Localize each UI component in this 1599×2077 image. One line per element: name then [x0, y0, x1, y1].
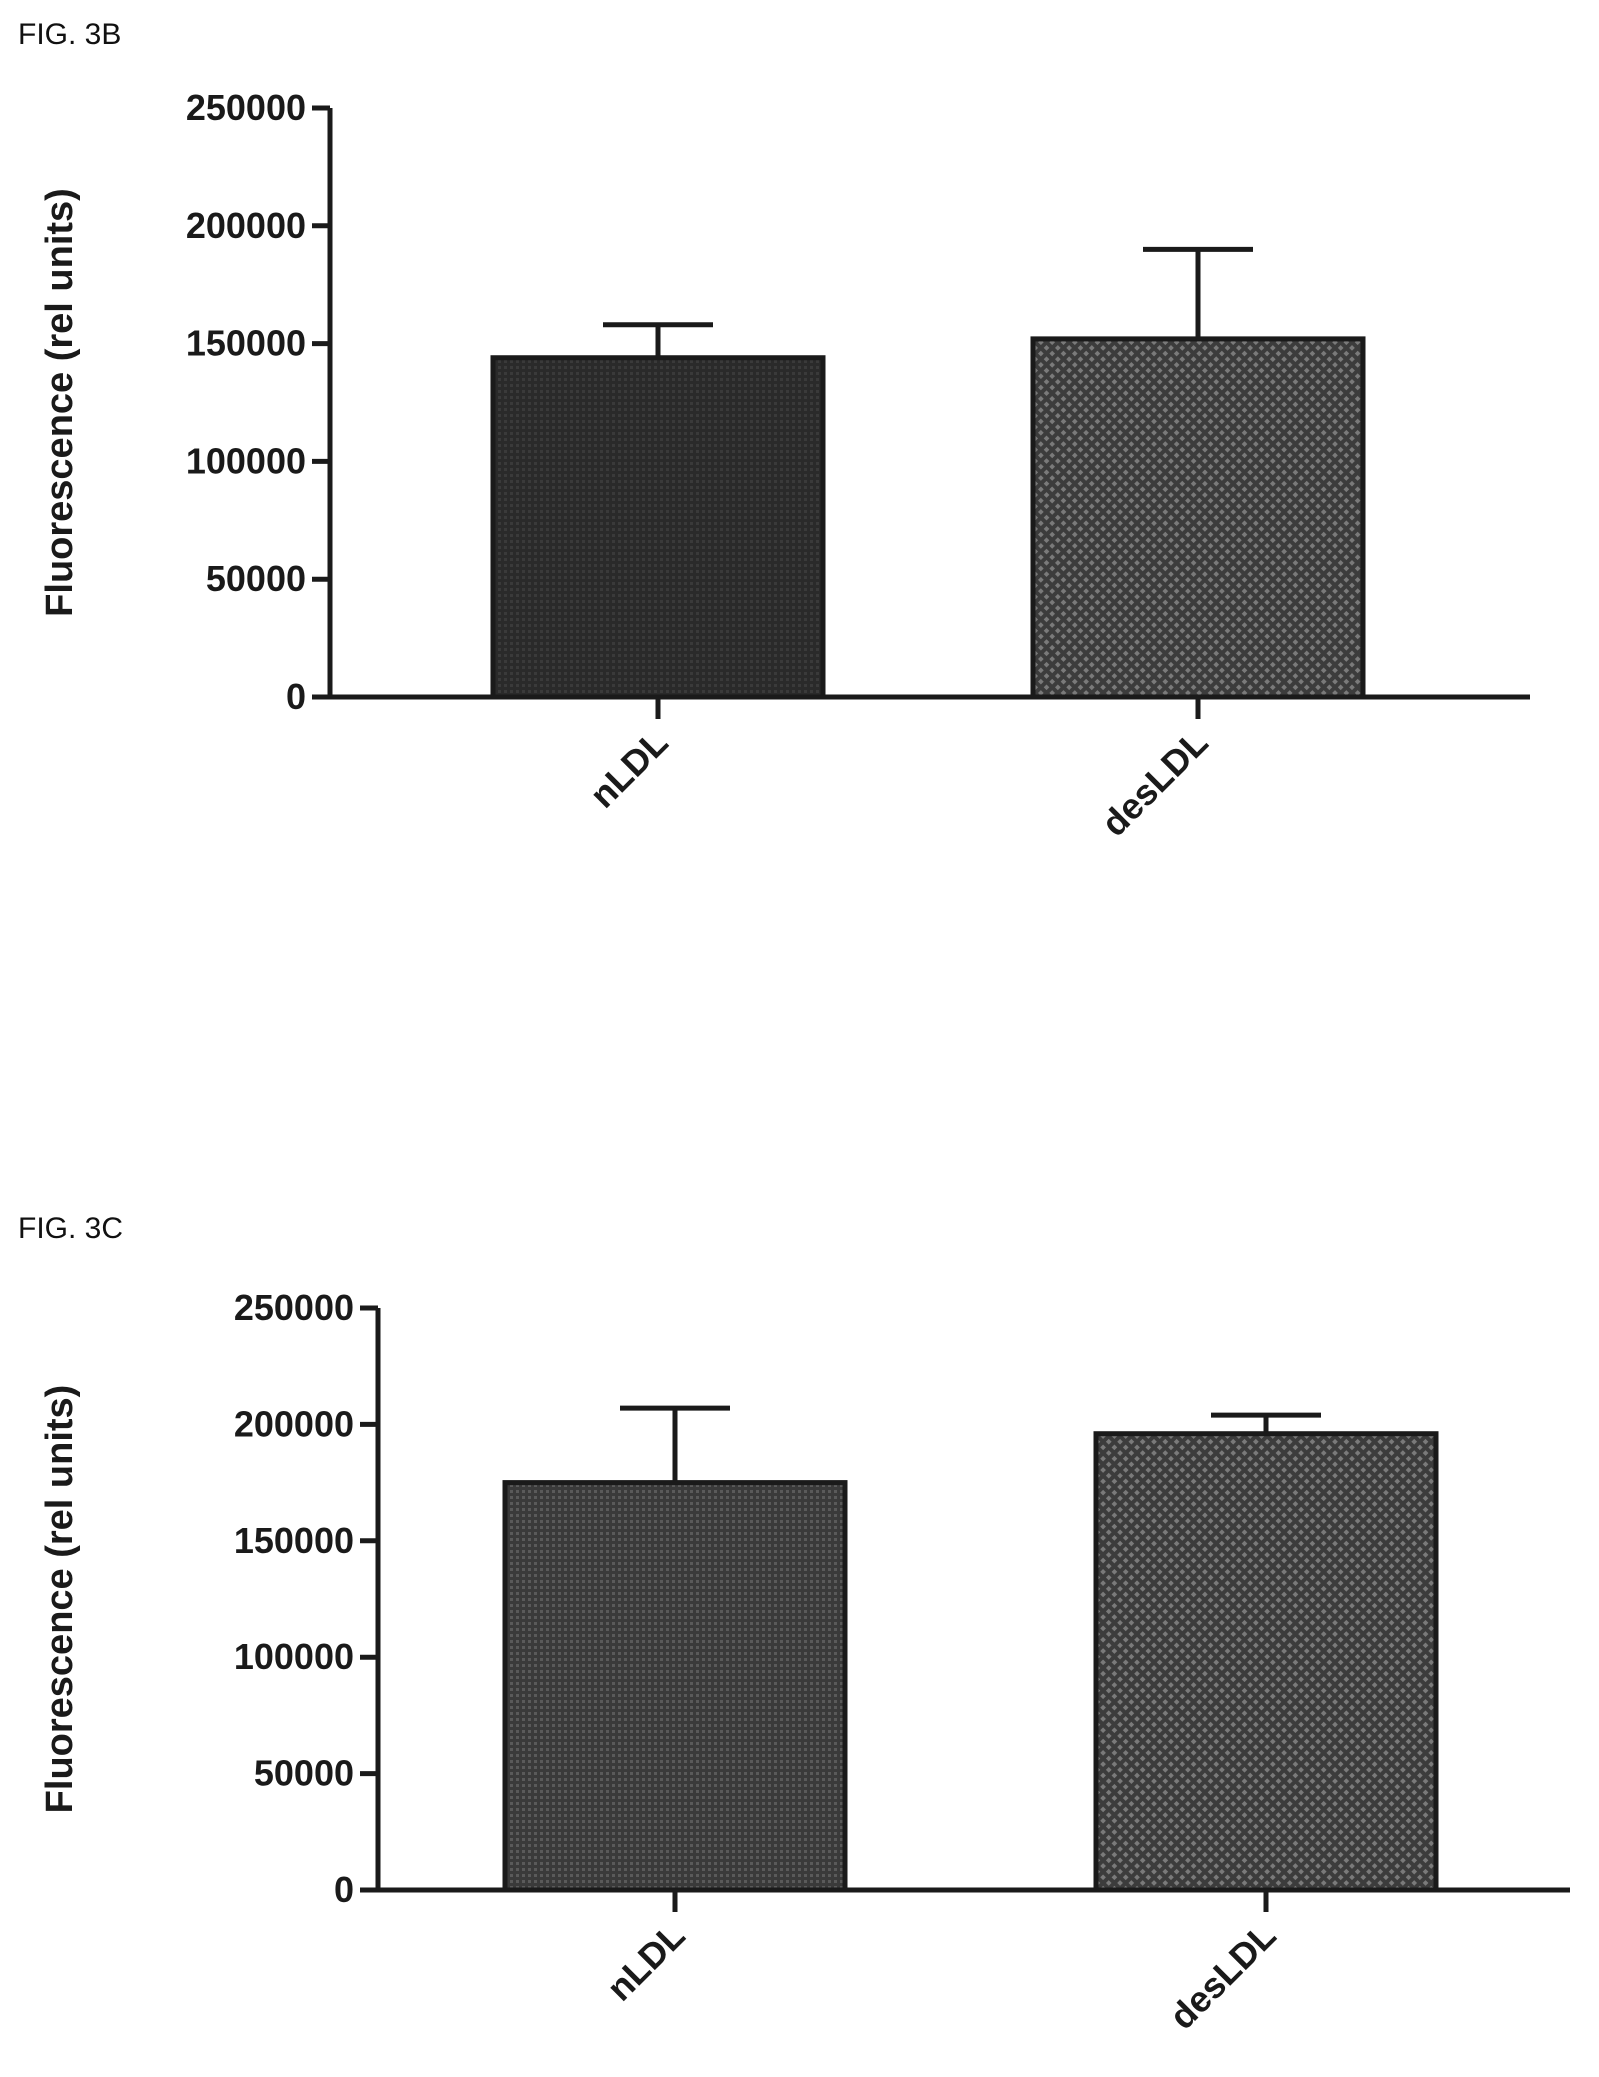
bar [1030, 336, 1366, 700]
y-axis-label: Fluorescence (rel units) [39, 1385, 81, 1814]
bar [1093, 1431, 1439, 1893]
y-tick-label: 50000 [206, 558, 306, 599]
y-tick-label: 200000 [234, 1403, 354, 1444]
y-tick-label: 200000 [186, 205, 306, 246]
figure-label: FIG. 3C [18, 1212, 124, 1245]
y-tick-label: 0 [286, 676, 306, 717]
y-tick-label: 150000 [186, 323, 306, 364]
y-tick-label: 50000 [254, 1753, 354, 1794]
x-tick-label: desLDL [1161, 1915, 1283, 2037]
y-axis-label: Fluorescence (rel units) [39, 188, 81, 617]
y-tick-label: 150000 [234, 1520, 354, 1561]
y-tick-label: 100000 [186, 440, 306, 481]
bar-chart-3c: 0 50000 100000 150000 200000 250000 Fluorescen… [39, 1287, 1570, 2037]
figure-label: FIG. 3B [18, 18, 122, 51]
y-tick-label: 250000 [186, 87, 306, 128]
y-tick-label: 0 [334, 1869, 354, 1910]
bar-chart-3b: 0 50000 100000 150000 200000 250000 Fluorescen… [39, 87, 1530, 844]
x-tick-label: nLDL [599, 1915, 693, 2009]
x-tick-label: desLDL [1093, 722, 1215, 844]
bar [502, 1480, 848, 1893]
y-tick-label: 100000 [234, 1636, 354, 1677]
x-tick-label: nLDL [582, 722, 676, 816]
bar [490, 355, 826, 700]
y-tick-label: 250000 [234, 1287, 354, 1328]
